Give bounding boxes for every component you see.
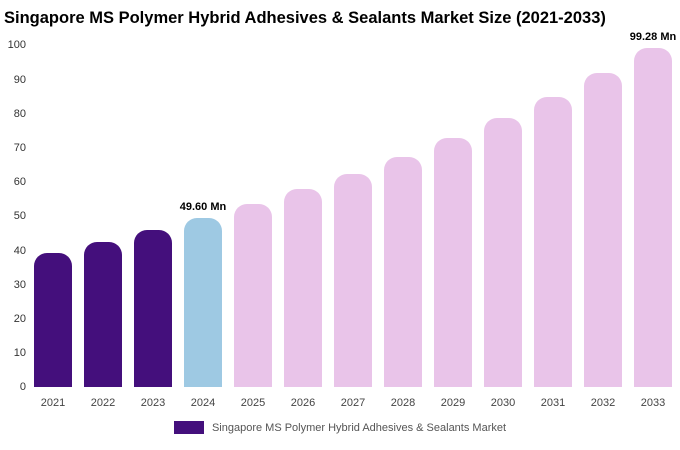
legend: Singapore MS Polymer Hybrid Adhesives & …: [0, 421, 680, 435]
bar-value-label-2024: 49.60 Mn: [179, 200, 227, 213]
bar-2031: [534, 96, 572, 388]
bar-column-2025: 2025: [234, 204, 272, 409]
y-tick-80: 80: [13, 107, 26, 120]
x-tick-2026: 2026: [290, 397, 316, 410]
bar-column-2022: 2022: [84, 242, 122, 409]
bar-column-2031: 2031: [534, 96, 572, 409]
x-tick-2023: 2023: [140, 397, 166, 410]
y-tick-30: 30: [13, 278, 26, 291]
bar-column-2023: 2023: [134, 230, 172, 409]
bar-column-2021: 2021: [34, 252, 72, 409]
bar-column-2024: 49.60 Mn 2024: [180, 201, 226, 410]
x-tick-2027: 2027: [340, 397, 366, 410]
plot-area: 2021 2022 2023 49.60 Mn 2024 2025 2026 2027 2028…: [34, 31, 676, 410]
bar-2026: [284, 189, 322, 388]
x-tick-2033: 2033: [640, 397, 666, 410]
bar-2029: [434, 138, 472, 388]
bar-2027: [334, 173, 372, 388]
y-tick-100: 100: [7, 39, 26, 52]
x-tick-2021: 2021: [40, 397, 66, 410]
x-tick-2032: 2032: [590, 397, 616, 410]
y-tick-10: 10: [13, 347, 26, 360]
bar-2024: [184, 217, 222, 388]
bar-value-label-2033: 99.28 Mn: [629, 30, 677, 43]
bar-2025: [234, 204, 272, 388]
bar-2030: [484, 118, 522, 388]
bar-column-2029: 2029: [434, 138, 472, 409]
bar-column-2033: 99.28 Mn 2033: [630, 31, 676, 410]
y-tick-50: 50: [13, 210, 26, 223]
x-tick-2029: 2029: [440, 397, 466, 410]
bar-2033: [634, 47, 672, 388]
bar-2032: [584, 73, 622, 388]
bar-column-2030: 2030: [484, 118, 522, 409]
x-tick-2030: 2030: [490, 397, 516, 410]
x-tick-2028: 2028: [390, 397, 416, 410]
y-tick-40: 40: [13, 244, 26, 257]
y-tick-60: 60: [13, 176, 26, 189]
y-tick-70: 70: [13, 142, 26, 155]
bar-2023: [134, 230, 172, 388]
bar-2021: [34, 252, 72, 388]
bar-2028: [384, 156, 422, 388]
y-tick-0: 0: [19, 381, 26, 394]
x-tick-2022: 2022: [90, 397, 116, 410]
legend-label: Singapore MS Polymer Hybrid Adhesives & …: [211, 421, 507, 434]
y-tick-20: 20: [13, 313, 26, 326]
chart-area: 0 10 20 30 40 50 60 70 80 90 100 2021 2022 2023 49.60…: [8, 31, 677, 410]
bar-column-2026: 2026: [284, 189, 322, 409]
chart-title: Singapore MS Polymer Hybrid Adhesives & …: [4, 9, 606, 27]
bar-column-2032: 2032: [584, 73, 622, 409]
x-tick-2031: 2031: [540, 397, 566, 410]
bar-column-2028: 2028: [384, 156, 422, 409]
y-tick-90: 90: [13, 73, 26, 86]
bar-column-2027: 2027: [334, 173, 372, 409]
bar-2022: [84, 242, 122, 388]
x-tick-2024: 2024: [190, 397, 216, 410]
legend-swatch: [173, 421, 204, 435]
x-tick-2025: 2025: [240, 397, 266, 410]
